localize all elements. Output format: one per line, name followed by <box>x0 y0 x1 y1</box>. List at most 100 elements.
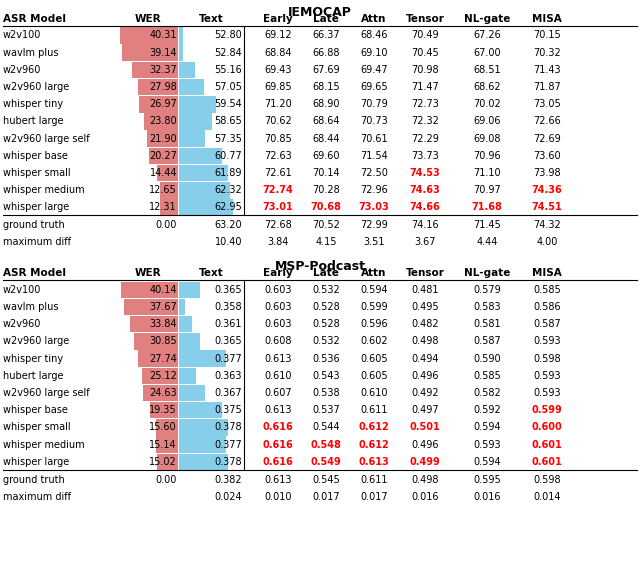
Text: 74.16: 74.16 <box>411 220 439 230</box>
Bar <box>179 419 228 436</box>
Text: 0.365: 0.365 <box>214 285 242 295</box>
Text: 73.73: 73.73 <box>411 151 439 161</box>
Text: 0.377: 0.377 <box>214 353 242 364</box>
Text: 74.51: 74.51 <box>532 202 563 212</box>
Text: 0.585: 0.585 <box>473 371 501 381</box>
Text: 68.84: 68.84 <box>264 48 292 58</box>
Text: 40.14: 40.14 <box>150 285 177 295</box>
Text: Attn: Attn <box>362 269 387 278</box>
Text: w2v960 large: w2v960 large <box>3 82 69 92</box>
Text: 68.51: 68.51 <box>473 65 501 75</box>
Bar <box>179 368 196 384</box>
Bar <box>179 44 183 61</box>
Bar <box>179 282 200 298</box>
Text: 4.15: 4.15 <box>316 237 337 247</box>
Text: 0.583: 0.583 <box>473 302 501 312</box>
Text: 57.05: 57.05 <box>214 82 242 92</box>
Text: Late: Late <box>313 14 339 24</box>
Text: WER: WER <box>134 269 161 278</box>
Text: whisper large: whisper large <box>3 202 69 212</box>
Text: 30.85: 30.85 <box>149 337 177 346</box>
Bar <box>179 113 212 130</box>
Text: 0.599: 0.599 <box>532 405 563 415</box>
Text: Early: Early <box>263 269 293 278</box>
Text: ground truth: ground truth <box>3 220 65 230</box>
Text: w2v100: w2v100 <box>3 285 42 295</box>
Text: 67.00: 67.00 <box>473 48 501 58</box>
Text: 71.87: 71.87 <box>533 82 561 92</box>
Text: 70.14: 70.14 <box>312 168 340 178</box>
Bar <box>147 130 178 147</box>
Text: 0.532: 0.532 <box>312 337 340 346</box>
Text: w2v960 large self: w2v960 large self <box>3 388 90 398</box>
Text: 70.02: 70.02 <box>473 99 501 109</box>
Text: 70.61: 70.61 <box>360 134 388 144</box>
Text: 66.88: 66.88 <box>312 48 340 58</box>
Text: 39.14: 39.14 <box>150 48 177 58</box>
Text: 72.63: 72.63 <box>264 151 292 161</box>
Text: 19.35: 19.35 <box>149 405 177 415</box>
Text: 70.15: 70.15 <box>533 30 561 40</box>
Text: 0.481: 0.481 <box>412 285 439 295</box>
Text: 72.32: 72.32 <box>411 116 439 126</box>
Bar <box>138 79 178 96</box>
Text: 15.02: 15.02 <box>149 457 177 467</box>
Text: 69.60: 69.60 <box>312 151 340 161</box>
Bar <box>122 44 178 61</box>
Text: 0.598: 0.598 <box>533 353 561 364</box>
Text: 72.61: 72.61 <box>264 168 292 178</box>
Text: 73.60: 73.60 <box>533 151 561 161</box>
Text: 0.601: 0.601 <box>532 439 563 450</box>
Text: 15.14: 15.14 <box>149 439 177 450</box>
Text: 72.50: 72.50 <box>360 168 388 178</box>
Text: 0.590: 0.590 <box>473 353 501 364</box>
Bar <box>157 454 178 470</box>
Text: maximum diff: maximum diff <box>3 492 71 502</box>
Text: 70.96: 70.96 <box>473 151 501 161</box>
Text: 70.45: 70.45 <box>411 48 439 58</box>
Text: 0.498: 0.498 <box>412 337 439 346</box>
Text: 71.43: 71.43 <box>533 65 561 75</box>
Text: 67.69: 67.69 <box>312 65 340 75</box>
Text: 0.594: 0.594 <box>360 285 388 295</box>
Text: whisper base: whisper base <box>3 151 68 161</box>
Bar <box>138 350 178 367</box>
Text: 3.51: 3.51 <box>364 237 385 247</box>
Bar <box>179 182 230 198</box>
Text: 69.12: 69.12 <box>264 30 292 40</box>
Text: 67.26: 67.26 <box>473 30 501 40</box>
Text: 70.98: 70.98 <box>411 65 439 75</box>
Bar <box>179 316 192 333</box>
Text: whisper medium: whisper medium <box>3 439 84 450</box>
Bar <box>179 436 226 453</box>
Text: 62.32: 62.32 <box>214 185 242 195</box>
Text: 4.00: 4.00 <box>536 237 557 247</box>
Text: 68.64: 68.64 <box>312 116 340 126</box>
Text: 58.65: 58.65 <box>214 116 242 126</box>
Text: 0.598: 0.598 <box>533 474 561 484</box>
Text: 0.497: 0.497 <box>411 405 439 415</box>
Text: 27.74: 27.74 <box>149 353 177 364</box>
Bar <box>160 182 178 198</box>
Text: 69.47: 69.47 <box>360 65 388 75</box>
Text: 72.69: 72.69 <box>533 134 561 144</box>
Text: 0.585: 0.585 <box>533 285 561 295</box>
Bar <box>179 333 200 350</box>
Text: whisper medium: whisper medium <box>3 185 84 195</box>
Text: 0.613: 0.613 <box>264 474 292 484</box>
Text: 0.548: 0.548 <box>310 439 341 450</box>
Text: whisper tiny: whisper tiny <box>3 353 63 364</box>
Text: 24.63: 24.63 <box>149 388 177 398</box>
Text: 0.587: 0.587 <box>473 337 501 346</box>
Text: IEMOCAP: IEMOCAP <box>288 6 352 19</box>
Text: 0.611: 0.611 <box>360 474 388 484</box>
Text: 0.024: 0.024 <box>214 492 242 502</box>
Text: 73.01: 73.01 <box>262 202 293 212</box>
Bar <box>121 282 178 298</box>
Text: 21.90: 21.90 <box>149 134 177 144</box>
Bar <box>156 436 178 453</box>
Bar <box>150 402 178 419</box>
Bar <box>179 96 216 112</box>
Text: 0.610: 0.610 <box>264 371 292 381</box>
Text: 0.378: 0.378 <box>214 423 242 432</box>
